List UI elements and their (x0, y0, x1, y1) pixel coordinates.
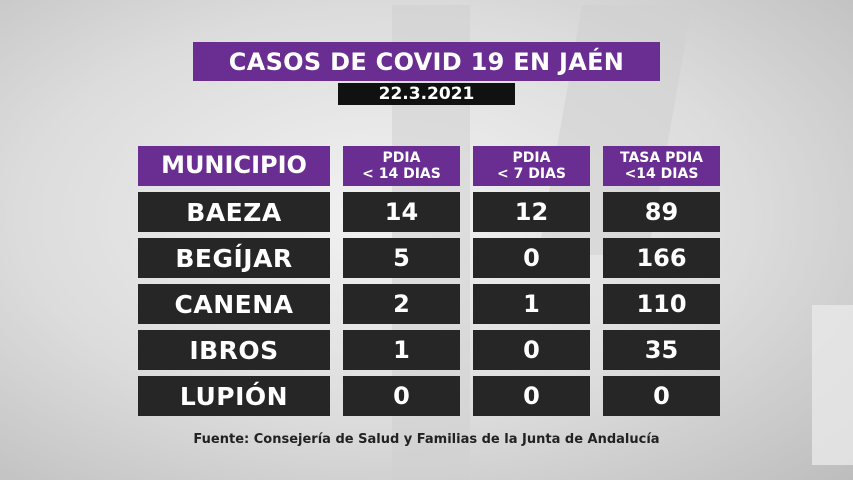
row-pdia-7: 0 (473, 330, 590, 370)
header-pdia-7-line2: < 7 DIAS (497, 166, 566, 182)
row-pdia-14: 0 (343, 376, 460, 416)
header-pdia-14-line2: < 14 DIAS (362, 166, 441, 182)
header-pdia-14: PDIA < 14 DIAS (343, 146, 460, 186)
row-municipio: BEGÍJAR (138, 238, 330, 278)
row-pdia-7: 1 (473, 284, 590, 324)
background-shape (812, 305, 853, 465)
row-pdia-7: 12 (473, 192, 590, 232)
row-pdia-14: 14 (343, 192, 460, 232)
row-tasa: 0 (603, 376, 720, 416)
header-municipio: MUNICIPIO (138, 146, 330, 186)
row-tasa: 166 (603, 238, 720, 278)
header-pdia-7: PDIA < 7 DIAS (473, 146, 590, 186)
header-pdia-7-line1: PDIA (512, 149, 551, 166)
header-tasa-line1: TASA PDIA (619, 149, 703, 166)
row-municipio: IBROS (138, 330, 330, 370)
row-tasa: 89 (603, 192, 720, 232)
covid-table: MUNICIPIO PDIA < 14 DIAS PDIA < 7 DIAS T… (138, 146, 720, 416)
row-pdia-14: 5 (343, 238, 460, 278)
date-badge: 22.3.2021 (338, 83, 515, 105)
row-municipio: LUPIÓN (138, 376, 330, 416)
source-caption: Fuente: Consejería de Salud y Familias d… (193, 432, 660, 447)
row-tasa: 110 (603, 284, 720, 324)
header-tasa-line2: <14 DIAS (624, 166, 699, 182)
page-title: CASOS DE COVID 19 EN JAÉN (193, 42, 660, 81)
row-pdia-14: 2 (343, 284, 460, 324)
header-tasa-pdia: TASA PDIA <14 DIAS (603, 146, 720, 186)
row-tasa: 35 (603, 330, 720, 370)
row-municipio: CANENA (138, 284, 330, 324)
header-pdia-14-line1: PDIA (382, 149, 421, 166)
row-pdia-7: 0 (473, 238, 590, 278)
row-municipio: BAEZA (138, 192, 330, 232)
row-pdia-14: 1 (343, 330, 460, 370)
row-pdia-7: 0 (473, 376, 590, 416)
